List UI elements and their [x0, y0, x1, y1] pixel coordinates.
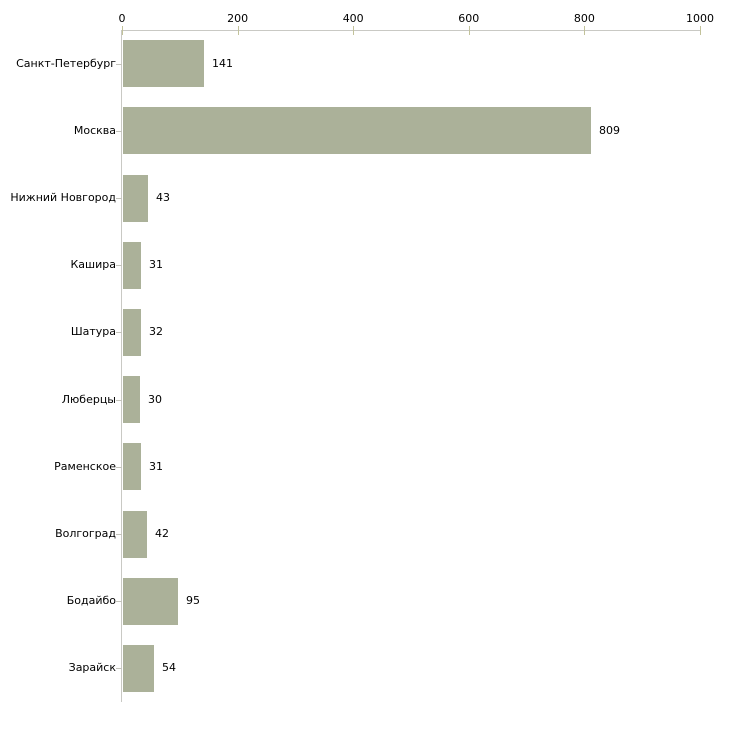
category-tick-mark — [116, 265, 122, 267]
x-tick-label: 400 — [342, 12, 364, 25]
category-tick-mark — [116, 130, 122, 132]
category-label: Шатура — [70, 325, 116, 339]
category-tick-mark — [116, 198, 122, 199]
bar-value-label: 809 — [599, 123, 620, 137]
bar-value-label: 32 — [149, 325, 163, 339]
category-label: Санкт-Петербург — [16, 56, 116, 70]
category-tick-mark — [116, 399, 122, 401]
x-tick-mark — [122, 26, 123, 35]
x-tick-label: 1000 — [686, 12, 714, 25]
bar — [123, 443, 141, 490]
x-tick-mark — [468, 26, 470, 35]
category-tick-mark — [116, 534, 122, 535]
bar-value-label: 54 — [162, 661, 176, 675]
bar-value-label: 30 — [148, 392, 162, 406]
category-tick-mark — [116, 466, 122, 468]
category-tick-mark — [116, 332, 122, 334]
bar — [123, 175, 148, 222]
x-tick-mark — [700, 26, 701, 35]
category-label: Зарайск — [68, 661, 116, 675]
category-tick-mark — [116, 601, 122, 603]
bar — [123, 511, 147, 558]
x-tick-mark — [353, 26, 355, 35]
x-tick-label: 200 — [227, 12, 249, 25]
bar — [123, 242, 141, 289]
category-label: Люберцы — [61, 392, 116, 406]
category-label: Бодайбо — [66, 594, 116, 608]
category-tick-mark — [116, 63, 122, 65]
category-tick-mark — [116, 668, 122, 670]
x-tick-label: 600 — [458, 12, 480, 25]
category-label: Москва — [73, 123, 116, 137]
x-tick-mark — [584, 26, 586, 35]
category-label: Раменское — [54, 459, 116, 473]
bar — [123, 40, 204, 87]
x-tick-label: 800 — [573, 12, 595, 25]
x-tick-label: 0 — [118, 12, 126, 25]
bar-value-label: 31 — [149, 459, 163, 473]
bar-value-label: 31 — [149, 258, 163, 272]
bar-value-label: 42 — [155, 527, 169, 540]
bar-value-label: 95 — [186, 594, 200, 608]
bar — [123, 645, 154, 692]
bar — [123, 578, 178, 625]
bar — [123, 107, 591, 154]
y-axis-line — [121, 30, 122, 702]
bar — [123, 376, 140, 423]
bar — [123, 309, 141, 356]
x-tick-mark — [237, 26, 239, 35]
category-label: Кашира — [70, 258, 117, 272]
category-label: Волгоград — [55, 527, 116, 540]
category-label: Нижний Новгород — [10, 191, 116, 204]
x-axis-line — [122, 30, 701, 31]
bar-value-label: 43 — [156, 191, 170, 204]
bar-value-label: 141 — [212, 56, 233, 70]
